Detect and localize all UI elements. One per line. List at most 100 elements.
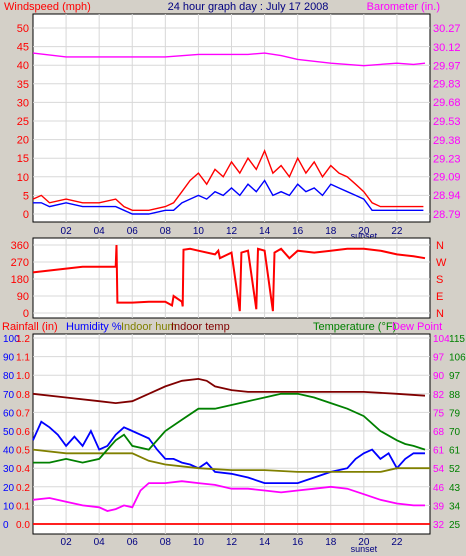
- barometer-tick-label: 30.12: [433, 42, 461, 54]
- humidity-tick-label: 20: [3, 483, 15, 494]
- temperature-tick-label: 52: [449, 464, 461, 475]
- dewpoint-tick-label: 90: [433, 371, 445, 382]
- dewpoint-tick-label: 68: [433, 427, 445, 438]
- humidity-tick-label: 90: [3, 353, 15, 364]
- sunset-annotation: sunset: [351, 544, 378, 554]
- x-tick-label: 20: [358, 226, 370, 237]
- windspeed-tick-label: 45: [17, 42, 29, 54]
- panel-3-series-3: [32, 377, 426, 405]
- chart-title: 24 hour graph day : July 17 2008: [168, 1, 329, 13]
- barometer-tick-label: 29.23: [433, 154, 461, 166]
- x-tick-label: 08: [160, 226, 172, 237]
- barometer-axis-label: Barometer (in.): [367, 1, 440, 13]
- barometer-tick-label: 28.94: [433, 190, 461, 202]
- temperature-tick-label: 88: [449, 390, 461, 401]
- temperature-tick-label: 79: [449, 408, 461, 419]
- compass-tick-label: S: [436, 274, 443, 286]
- humidity-tick-label: 60: [3, 408, 15, 419]
- temperature-label: Temperature (°F): [313, 321, 396, 333]
- direction-tick-label: 0: [23, 308, 29, 320]
- temperature-tick-label: 25: [449, 520, 461, 531]
- humidity-tick-label: 10: [3, 501, 15, 512]
- rainfall-tick-label: 0.7: [16, 408, 30, 419]
- x-tick-label: 18: [325, 537, 337, 548]
- windspeed-tick-label: 25: [17, 116, 29, 128]
- x-tick-label: 08: [160, 537, 172, 548]
- indoor-hum-label: Indoor hum: [121, 321, 177, 333]
- windspeed-tick-label: 30: [17, 97, 29, 109]
- temperature-tick-label: 43: [449, 483, 461, 494]
- panel-1-series-0: [32, 148, 424, 212]
- humidity-tick-label: 50: [3, 427, 15, 438]
- panel-3-series-5: [32, 480, 425, 512]
- dewpoint-tick-label: 54: [433, 464, 445, 475]
- windspeed-tick-label: 50: [17, 23, 29, 35]
- barometer-tick-label: 29.97: [433, 61, 461, 73]
- windspeed-tick-label: 0: [23, 209, 29, 221]
- rainfall-label: Rainfall (in): [2, 321, 58, 333]
- humidity-tick-label: 0: [3, 520, 9, 531]
- rainfall-tick-label: 1.1: [16, 353, 30, 364]
- humidity-tick-label: 80: [3, 371, 15, 382]
- temperature-tick-label: 61: [449, 446, 461, 457]
- direction-tick-label: 90: [17, 291, 29, 303]
- compass-tick-label: E: [436, 291, 443, 303]
- windspeed-tick-label: 5: [23, 190, 29, 202]
- panel-1-series-1: [33, 179, 424, 215]
- direction-tick-label: 360: [11, 240, 29, 252]
- x-tick-label: 04: [94, 226, 106, 237]
- wind-direction-series: [32, 244, 426, 312]
- humidity-label: Humidity %: [66, 321, 122, 333]
- dewpoint-tick-label: 97: [433, 353, 445, 364]
- x-tick-label: 20: [358, 537, 370, 548]
- barometer-tick-label: 28.79: [433, 209, 461, 221]
- x-tick-label: 12: [226, 537, 238, 548]
- barometer-tick-label: 29.68: [433, 97, 461, 109]
- x-tick-label: 10: [193, 226, 205, 237]
- x-tick-label: 22: [391, 537, 403, 548]
- temperature-tick-label: 106: [449, 353, 466, 364]
- rainfall-tick-label: 0.4: [16, 464, 30, 475]
- dewpoint-tick-label: 104: [433, 334, 450, 345]
- windspeed-tick-label: 40: [17, 60, 29, 72]
- dew-point-label: Dew Point: [392, 321, 442, 333]
- barometer-tick-label: 30.27: [433, 23, 461, 35]
- dewpoint-tick-label: 39: [433, 501, 445, 512]
- compass-tick-label: N: [436, 240, 444, 252]
- dewpoint-tick-label: 75: [433, 408, 445, 419]
- x-tick-label: 02: [61, 537, 73, 548]
- x-tick-label: 12: [226, 226, 238, 237]
- rainfall-tick-label: 1.2: [16, 334, 30, 345]
- x-tick-label: 06: [127, 226, 139, 237]
- sunset-annotation: sunset: [351, 231, 378, 241]
- rainfall-tick-label: 0.0: [16, 520, 30, 531]
- panel-3-series-4: [33, 392, 426, 464]
- barometer-tick-label: 29.53: [433, 116, 461, 128]
- rainfall-tick-label: 0.6: [16, 427, 30, 438]
- panel-3-series-1: [32, 420, 425, 485]
- x-tick-label: 10: [193, 537, 205, 548]
- humidity-tick-label: 30: [3, 464, 15, 475]
- rainfall-tick-label: 0.5: [16, 446, 30, 457]
- dewpoint-tick-label: 46: [433, 483, 445, 494]
- direction-tick-label: 180: [11, 274, 29, 286]
- x-tick-label: 22: [391, 226, 403, 237]
- compass-tick-label: N: [436, 308, 444, 320]
- windspeed-tick-label: 35: [17, 79, 29, 91]
- windspeed-tick-label: 15: [17, 153, 29, 165]
- x-tick-label: 06: [127, 537, 139, 548]
- panel-3-series-2: [32, 448, 430, 473]
- rainfall-tick-label: 0.1: [16, 501, 30, 512]
- compass-tick-label: W: [436, 257, 447, 269]
- windspeed-tick-label: 20: [17, 135, 29, 147]
- panel-1-series-2: [32, 52, 426, 67]
- x-tick-label: 14: [259, 226, 271, 237]
- temperature-tick-label: 70: [449, 427, 461, 438]
- humidity-tick-label: 70: [3, 390, 15, 401]
- barometer-tick-label: 29.38: [433, 135, 461, 147]
- dewpoint-tick-label: 61: [433, 446, 445, 457]
- barometer-tick-label: 29.09: [433, 171, 461, 183]
- dewpoint-tick-label: 32: [433, 520, 445, 531]
- direction-tick-label: 270: [11, 257, 29, 269]
